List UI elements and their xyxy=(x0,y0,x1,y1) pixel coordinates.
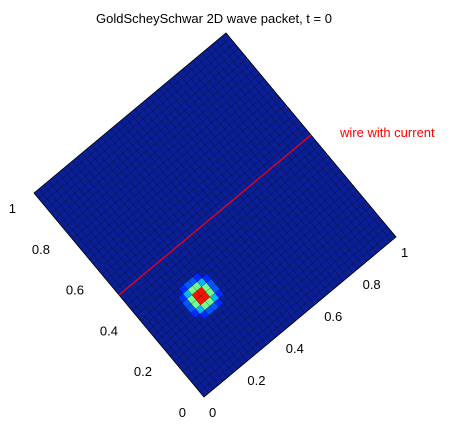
mesh-line xyxy=(42,43,235,204)
surface-border xyxy=(33,32,397,398)
mesh-line xyxy=(55,58,248,219)
x-tick-label: 0.8 xyxy=(363,277,381,292)
y-tick-label: 0.4 xyxy=(100,323,118,338)
y-tick-label: 0 xyxy=(179,405,186,420)
mesh-line xyxy=(38,37,231,199)
mesh-line xyxy=(59,63,252,224)
x-tick-label: 0.6 xyxy=(324,309,342,324)
mesh-line xyxy=(84,94,278,255)
mesh-line xyxy=(89,99,282,260)
mesh-line xyxy=(110,124,303,285)
mesh-line xyxy=(50,53,244,214)
x-tick-label: 0 xyxy=(209,405,216,420)
chart-title: GoldScheySchwar 2D wave packet, t = 0 xyxy=(96,11,332,26)
x-tick-label: 0.2 xyxy=(247,373,265,388)
mesh-line xyxy=(80,88,273,250)
y-tick-label: 0.2 xyxy=(134,364,152,379)
mesh-line xyxy=(63,68,256,229)
mesh-line xyxy=(97,109,290,270)
x-tick-label: 1 xyxy=(401,245,408,260)
mesh-line xyxy=(72,78,265,240)
y-tick-label: 1 xyxy=(9,201,16,216)
y-tick-label: 0.8 xyxy=(32,242,50,257)
mesh-line xyxy=(114,129,307,291)
mesh-line xyxy=(106,119,299,280)
y-tick-label: 0.6 xyxy=(66,283,84,298)
mesh-line xyxy=(67,73,261,234)
mesh-line xyxy=(93,104,286,265)
y-axis-ticks: 0 0.2 0.4 0.6 0.8 1 xyxy=(9,201,186,420)
x-tick-label: 0.4 xyxy=(286,341,304,356)
wire-line xyxy=(118,134,312,296)
mesh-line xyxy=(76,83,269,245)
x-axis-ticks: 0 0.2 0.4 0.6 0.8 1 xyxy=(209,245,408,420)
mesh-line xyxy=(101,114,295,275)
mesh-line xyxy=(46,48,239,209)
wire-label: wire with current xyxy=(339,125,435,140)
